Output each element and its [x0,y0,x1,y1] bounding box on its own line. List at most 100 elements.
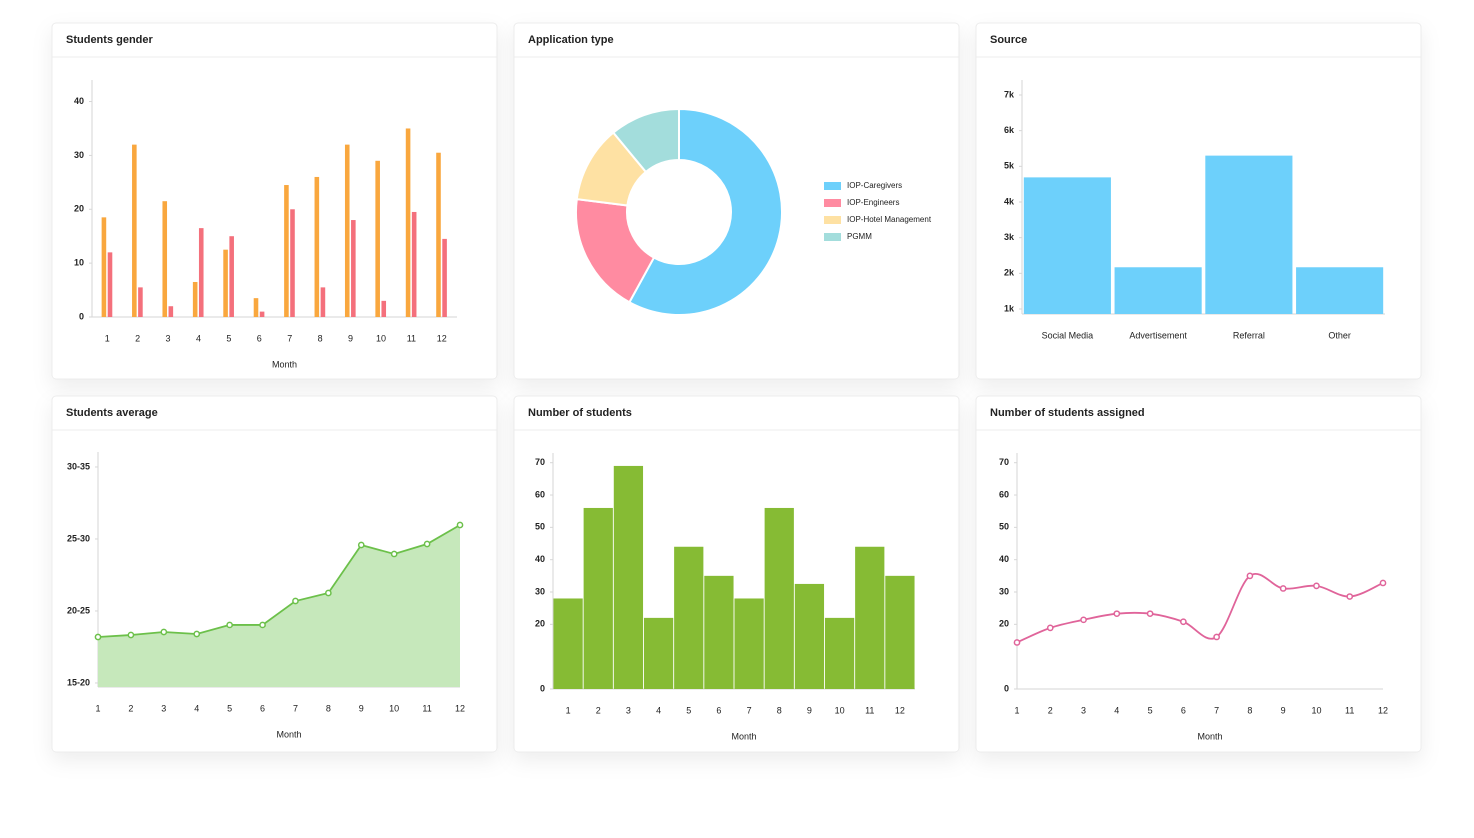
chart-title: Source [990,34,1027,46]
point [94,633,102,641]
chart-title: Students gender [66,34,154,46]
y-tick-label: 7k [1004,89,1015,99]
bar [1296,267,1384,314]
x-tick-label: 4 [194,703,199,713]
x-tick-label: 10 [1311,705,1321,715]
chart-title: Number of students [528,407,632,419]
x-tick-label: 6 [716,705,721,715]
card-background [513,395,960,753]
point [1113,610,1121,618]
bar [734,598,764,689]
bar [381,300,387,317]
x-tick-label: 8 [326,703,331,713]
x-tick-label: 12 [437,333,447,343]
bar [411,211,417,317]
x-tick-label: 6 [260,703,265,713]
bar [223,249,228,317]
bar [192,281,198,317]
point [160,628,168,636]
x-tick-label: 7 [287,333,292,343]
x-tick-label: 1 [95,703,100,713]
x-tick-label: 3 [166,333,171,343]
y-tick-label: 2k [1004,268,1015,278]
x-tick-label: 2 [135,333,140,343]
x-tick-label: 9 [359,703,364,713]
point [1279,585,1287,592]
point [1146,610,1154,618]
chart-card: Number of students assigned 0 20 30 40 50 60 70… [975,395,1422,753]
bar [674,546,704,689]
bar [168,306,174,317]
bar [259,311,265,317]
bar [138,287,143,317]
x-tick-label: 12 [455,703,465,713]
legend-label: IOP-Engineers [847,198,899,207]
x-tick-label: 9 [348,333,353,343]
donut-slice [611,107,680,174]
point [1346,593,1354,600]
bar [885,575,915,689]
y-tick-label: 30 [74,150,84,160]
bar [1023,177,1111,314]
y-tick-label: 25-30 [67,533,90,543]
bar [442,238,447,317]
point [1313,582,1320,590]
chart-title: Students average [66,407,158,419]
y-tick-label: 50 [535,522,545,532]
y-tick-label: 15-20 [67,677,90,687]
y-tick-label: 70 [535,457,545,467]
x-tick-label: 6 [1181,705,1186,715]
x-tick-label: 1 [1014,705,1019,715]
x-tick-label: 3 [626,705,631,715]
chart-card: Source 1k 2k 3k 4k 5k 6k 7k Social Media Advertis… [975,22,1422,380]
x-tick-label: 10 [835,705,845,715]
x-tick-label: 9 [807,705,812,715]
x-tick-label: 7 [1214,705,1219,715]
y-tick-label: 6k [1004,125,1015,135]
x-tick-label: 2 [1048,705,1053,715]
y-tick-label: 40 [535,554,545,564]
legend-label: IOP-Caregivers [847,181,902,190]
point [226,621,233,629]
x-axis-label: Month [731,731,756,741]
x-tick-label: Social Media [1042,330,1094,340]
bar [314,176,320,317]
bar [794,583,825,689]
y-tick-label: 30 [999,586,1009,596]
bar [553,598,583,689]
bar [162,201,168,317]
legend-label: IOP-Hotel Management [847,215,932,224]
chart-card: Application type IOP-Caregivers IOP-Engine… [513,22,960,380]
line [97,524,461,638]
point [423,540,431,548]
y-tick-label: 40 [999,554,1009,564]
card-background [975,395,1422,753]
x-tick-label: 11 [407,333,416,343]
x-tick-label: Advertisement [1129,330,1187,340]
x-tick-label: 1 [566,705,571,715]
y-tick-label: 30 [535,586,545,596]
point [1080,616,1087,624]
y-tick-label: 0 [1004,683,1009,693]
x-tick-label: 7 [747,705,752,715]
x-tick-label: 3 [161,703,166,713]
x-tick-label: Other [1328,330,1351,340]
point [127,631,135,639]
y-tick-label: 0 [79,311,84,321]
point [357,541,365,549]
x-tick-label: 11 [1345,705,1354,715]
bar [344,144,350,317]
y-tick-label: 60 [999,489,1009,499]
x-tick-label: 10 [376,333,386,343]
donut-slice [628,107,783,316]
x-tick-label: 8 [1247,705,1252,715]
x-tick-label: 8 [777,705,782,715]
y-tick-label: 30-35 [67,461,90,471]
x-tick-label: 8 [318,333,323,343]
x-tick-label: 2 [128,703,133,713]
point [292,597,299,605]
x-tick-label: 11 [422,703,431,713]
